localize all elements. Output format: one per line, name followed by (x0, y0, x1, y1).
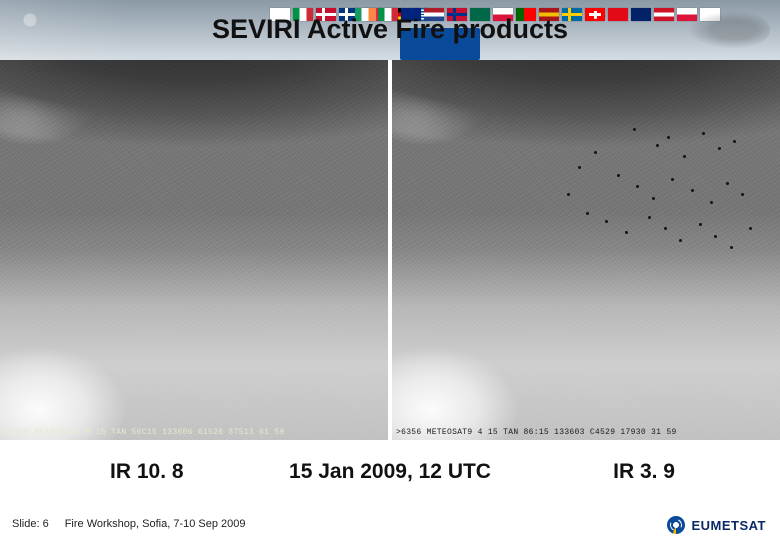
eumetsat-logo-text: EUMETSAT (691, 518, 766, 533)
hotspot-speck (656, 144, 659, 147)
hotspot-speck (567, 193, 570, 196)
hotspot-speck (633, 128, 636, 131)
footer-event: Fire Workshop, Sofia, 7-10 Sep 2009 (65, 518, 246, 530)
slide: SEVIRI Active Fire products <6356 METEOS… (0, 0, 780, 540)
slide-number: Slide: 6 (12, 518, 49, 530)
hotspot-speck (718, 147, 721, 150)
page-title: SEVIRI Active Fire products (0, 14, 780, 45)
hotspot-speck (625, 231, 628, 234)
image-labels-row: IR 10. 8 15 Jan 2009, 12 UTC IR 3. 9 (0, 452, 780, 492)
hotspot-speck (652, 197, 655, 200)
hotspot-speck (605, 220, 608, 223)
hotspot-speck (586, 212, 589, 215)
label-date: 15 Jan 2009, 12 UTC (289, 460, 491, 484)
label-ir39: IR 3. 9 (613, 460, 675, 484)
hotspot-speck (679, 239, 682, 242)
satellite-image-ir39: >6356 METEOSAT9 4 15 TAN 86:15 133603 C4… (392, 60, 780, 440)
hotspot-speck (594, 151, 597, 154)
eumetsat-logo-icon (667, 516, 685, 534)
fire-hotspots (392, 60, 780, 440)
sat-meta-right: >6356 METEOSAT9 4 15 TAN 86:15 133603 C4… (396, 428, 677, 437)
hotspot-speck (741, 193, 744, 196)
hotspot-speck (714, 235, 717, 238)
hotspot-speck (664, 227, 667, 230)
hotspot-speck (667, 136, 670, 139)
satellite-image-ir108: <6356 METEOSAT9 9 15 TAN 56C15 133606 61… (0, 60, 388, 440)
satellite-image-row: <6356 METEOSAT9 9 15 TAN 56C15 133606 61… (0, 60, 780, 440)
eumetsat-logo: EUMETSAT (667, 516, 766, 534)
hotspot-speck (730, 246, 733, 249)
hotspot-speck (636, 185, 639, 188)
hotspot-speck (648, 216, 651, 219)
hotspot-speck (699, 223, 702, 226)
hotspot-speck (683, 155, 686, 158)
hotspot-speck (710, 201, 713, 204)
hotspot-speck (671, 178, 674, 181)
footer: Slide: 6 Fire Workshop, Sofia, 7-10 Sep … (0, 508, 780, 540)
hotspot-speck (702, 132, 705, 135)
hotspot-speck (578, 166, 581, 169)
hotspot-speck (617, 174, 620, 177)
sat-noise-left (0, 60, 388, 440)
label-ir108: IR 10. 8 (110, 460, 184, 484)
hotspot-speck (726, 182, 729, 185)
hotspot-speck (733, 140, 736, 143)
hotspot-speck (691, 189, 694, 192)
hotspot-speck (749, 227, 752, 230)
sat-meta-left: <6356 METEOSAT9 9 15 TAN 56C15 133606 61… (4, 428, 285, 437)
